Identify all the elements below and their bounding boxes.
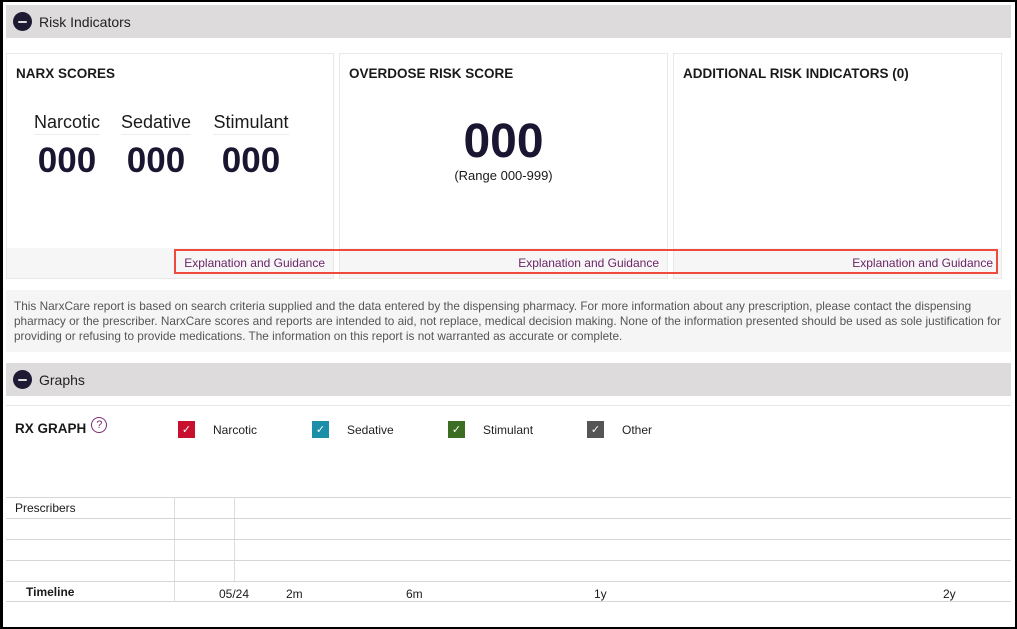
legend-label: Narcotic: [213, 422, 258, 437]
checkbox-checked-icon[interactable]: ✓: [312, 421, 329, 438]
collapse-minus-icon[interactable]: [13, 370, 32, 389]
score-value: 000: [221, 141, 281, 180]
timeline-tick: 2m: [286, 587, 303, 601]
card-title: ADDITIONAL RISK INDICATORS (0): [683, 66, 909, 81]
legend-label: Stimulant: [483, 422, 534, 437]
timeline-row: Timeline 05/24 2m 6m 1y 2y: [6, 581, 1011, 602]
card-title: OVERDOSE RISK SCORE: [349, 66, 514, 81]
timeline-label: Timeline: [6, 582, 175, 601]
legend-label: Sedative: [347, 422, 394, 437]
prescribers-label: Prescribers: [6, 498, 175, 518]
sedative-score: Sedative 000: [120, 112, 192, 181]
additional-risk-card: ADDITIONAL RISK INDICATORS (0) Explanati…: [673, 53, 1002, 279]
score-label: Narcotic: [33, 112, 100, 135]
timeline-tick: 2y: [943, 587, 956, 601]
score-label: Sedative: [120, 112, 192, 135]
checkbox-checked-icon[interactable]: ✓: [448, 421, 465, 438]
legend-label: Other: [622, 422, 653, 437]
card-title: NARX SCORES: [16, 66, 116, 81]
highlight-box: [174, 249, 998, 274]
grid-row: [6, 539, 1011, 560]
section-title: Graphs: [39, 371, 85, 388]
section-title: Risk Indicators: [39, 13, 131, 30]
grid-row: [6, 518, 1011, 539]
overdose-score-value: 000: [463, 115, 544, 168]
legend-stimulant[interactable]: ✓ Stimulant: [448, 421, 533, 438]
overdose-risk-card: OVERDOSE RISK SCORE 000 (Range 000-999) …: [339, 53, 668, 279]
divider: [6, 405, 1011, 406]
score-label: Stimulant: [213, 112, 289, 135]
collapse-minus-icon[interactable]: [13, 12, 32, 31]
prescribers-row: Prescribers: [6, 497, 1011, 518]
rx-graph-grid: Prescribers Timeline 05/24 2m 6m 1y 2y: [6, 497, 1011, 602]
overdose-range: (Range 000-999): [454, 168, 553, 183]
risk-indicators-header[interactable]: Risk Indicators: [6, 5, 1011, 38]
narx-scores-card: NARX SCORES Narcotic 000 Sedative 000 Stim…: [6, 53, 334, 279]
score-value: 000: [126, 141, 186, 180]
timeline-tick: 6m: [406, 587, 423, 601]
help-question-icon[interactable]: ?: [91, 417, 108, 433]
legend-sedative[interactable]: ✓ Sedative: [312, 421, 394, 438]
checkbox-checked-icon[interactable]: ✓: [178, 421, 195, 438]
checkbox-checked-icon[interactable]: ✓: [587, 421, 604, 438]
stimulant-score: Stimulant 000: [212, 112, 290, 181]
graphs-header[interactable]: Graphs: [6, 363, 1011, 396]
rx-graph-label: RX GRAPH: [15, 421, 87, 436]
legend-other[interactable]: ✓ Other: [587, 421, 652, 438]
score-value: 000: [37, 141, 97, 180]
legend-narcotic[interactable]: ✓ Narcotic: [178, 421, 257, 438]
grid-row: [6, 560, 1011, 581]
rx-graph-title: RX GRAPH ?: [15, 417, 108, 436]
timeline-tick: 05/24: [219, 587, 250, 601]
disclaimer: This NarxCare report is based on search …: [6, 290, 1011, 352]
narcotic-score: Narcotic 000: [32, 112, 102, 181]
timeline-tick: 1y: [594, 587, 607, 601]
